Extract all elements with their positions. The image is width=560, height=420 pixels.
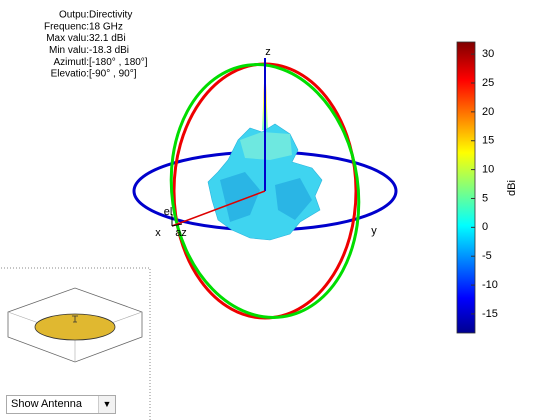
- colorbar-tick-label: -5: [482, 250, 492, 262]
- colorbar-tick-label: 0: [482, 221, 488, 233]
- info-value: [-180° , 180°]: [89, 57, 148, 68]
- x-axis: [171, 190, 266, 227]
- feed: [72, 315, 78, 323]
- pattern-view: [132, 58, 398, 320]
- info-label: Min valu:: [49, 45, 89, 56]
- info-value: -18.3 dBi: [89, 45, 129, 56]
- z-label: z: [265, 46, 271, 58]
- info-value: 32.1 dBi: [89, 33, 126, 44]
- info-label: Outpu:: [59, 10, 89, 21]
- patch: [34, 313, 116, 341]
- info-label: Max valu:: [46, 33, 89, 44]
- colorbar: [456, 41, 476, 334]
- colorbar-tick-label: 15: [482, 135, 494, 147]
- dropdown-text: Show Antenna: [11, 398, 82, 410]
- info-value: [-90° , 90°]: [89, 69, 137, 80]
- info-label: Azimutl:: [53, 57, 89, 68]
- az-label: az: [175, 227, 187, 239]
- colorbar-tick-label: -10: [482, 279, 498, 291]
- info-value: 18 GHz: [89, 21, 123, 32]
- colorbar-tick-label: 10: [482, 164, 494, 176]
- x-label: x: [155, 227, 161, 239]
- show-antenna-dropdown[interactable]: Show Antenna ▼: [6, 395, 116, 414]
- info-label: Frequenc:: [44, 21, 89, 32]
- antenna-inset: [0, 267, 151, 420]
- colorbar-tick-label: 25: [482, 77, 494, 89]
- colorbar-tick-label: 20: [482, 106, 494, 118]
- info-label: Elevatio:: [51, 69, 89, 80]
- pattern-shade: [220, 172, 312, 222]
- elevation-ring-yz: [169, 63, 361, 319]
- colorbar-label: dBi: [506, 180, 518, 196]
- colorbar-tick-label: 5: [482, 192, 488, 204]
- info-value: Directivity: [89, 10, 132, 21]
- colorbar-ticks: -15 -10 -5 0 5 10 15 20 25 30: [471, 48, 498, 320]
- dropdown-arrow[interactable]: ▼: [98, 396, 115, 413]
- colorbar-tick-label: 30: [482, 48, 494, 60]
- el-label: el: [164, 206, 173, 218]
- inset-frame: [0, 267, 151, 420]
- colorbar-tick-label: -15: [482, 308, 498, 320]
- az-axis: [171, 223, 183, 227]
- y-label: y: [371, 225, 377, 237]
